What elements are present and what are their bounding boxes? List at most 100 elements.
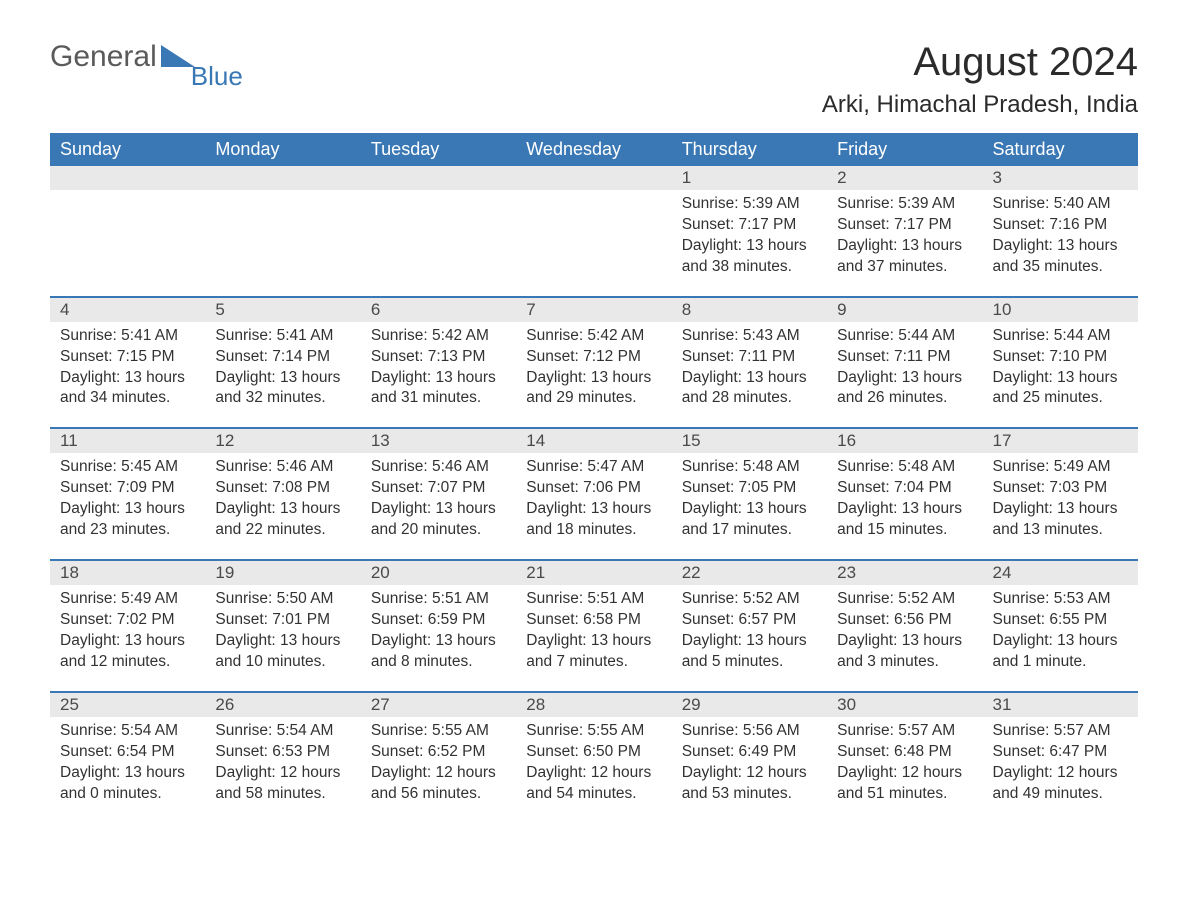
day-number: 17 — [983, 429, 1138, 453]
calendar-day-cell: 18Sunrise: 5:49 AMSunset: 7:02 PMDayligh… — [50, 560, 205, 692]
sunrise-line: Sunrise: 5:57 AM — [837, 721, 972, 742]
flag-icon — [161, 45, 195, 72]
day-content: Sunrise: 5:46 AMSunset: 7:07 PMDaylight:… — [361, 453, 516, 559]
sunset-line: Sunset: 7:17 PM — [837, 215, 972, 236]
daylight-line: Daylight: 13 hours and 7 minutes. — [526, 631, 661, 673]
day-content: Sunrise: 5:52 AMSunset: 6:57 PMDaylight:… — [672, 585, 827, 691]
day-number: 30 — [827, 693, 982, 717]
sunset-line: Sunset: 7:06 PM — [526, 478, 661, 499]
daylight-line: Daylight: 13 hours and 8 minutes. — [371, 631, 506, 673]
daylight-line: Daylight: 13 hours and 25 minutes. — [993, 368, 1128, 410]
day-number: 15 — [672, 429, 827, 453]
weekday-header: Sunday — [50, 133, 205, 166]
day-content — [361, 190, 516, 212]
calendar-week-row: 25Sunrise: 5:54 AMSunset: 6:54 PMDayligh… — [50, 692, 1138, 823]
calendar-day-cell: 6Sunrise: 5:42 AMSunset: 7:13 PMDaylight… — [361, 297, 516, 429]
weekday-header: Tuesday — [361, 133, 516, 166]
sunrise-line: Sunrise: 5:40 AM — [993, 194, 1128, 215]
day-number: 27 — [361, 693, 516, 717]
calendar-day-cell: 24Sunrise: 5:53 AMSunset: 6:55 PMDayligh… — [983, 560, 1138, 692]
calendar-body: 1Sunrise: 5:39 AMSunset: 7:17 PMDaylight… — [50, 166, 1138, 822]
day-content: Sunrise: 5:49 AMSunset: 7:03 PMDaylight:… — [983, 453, 1138, 559]
calendar-day-cell: 15Sunrise: 5:48 AMSunset: 7:05 PMDayligh… — [672, 428, 827, 560]
day-content: Sunrise: 5:52 AMSunset: 6:56 PMDaylight:… — [827, 585, 982, 691]
sunrise-line: Sunrise: 5:49 AM — [60, 589, 195, 610]
daylight-line: Daylight: 13 hours and 31 minutes. — [371, 368, 506, 410]
day-number: 21 — [516, 561, 671, 585]
day-number: 9 — [827, 298, 982, 322]
sunrise-line: Sunrise: 5:49 AM — [993, 457, 1128, 478]
daylight-line: Daylight: 13 hours and 32 minutes. — [215, 368, 350, 410]
calendar-day-cell — [50, 166, 205, 297]
calendar-day-cell: 9Sunrise: 5:44 AMSunset: 7:11 PMDaylight… — [827, 297, 982, 429]
calendar-day-cell: 29Sunrise: 5:56 AMSunset: 6:49 PMDayligh… — [672, 692, 827, 823]
calendar-day-cell: 30 Sunrise: 5:57 AMSunset: 6:48 PMDayligh… — [827, 692, 982, 823]
daylight-line: Daylight: 13 hours and 29 minutes. — [526, 368, 661, 410]
sunrise-line: Sunrise: 5:53 AM — [993, 589, 1128, 610]
day-content: Sunrise: 5:51 AMSunset: 6:59 PMDaylight:… — [361, 585, 516, 691]
day-number: 14 — [516, 429, 671, 453]
day-number: 25 — [50, 693, 205, 717]
day-number: 22 — [672, 561, 827, 585]
calendar-day-cell: 11Sunrise: 5:45 AMSunset: 7:09 PMDayligh… — [50, 428, 205, 560]
day-number: 19 — [205, 561, 360, 585]
sunset-line: Sunset: 6:56 PM — [837, 610, 972, 631]
day-number — [361, 166, 516, 190]
sunrise-line: Sunrise: 5:44 AM — [993, 326, 1128, 347]
daylight-line: Daylight: 13 hours and 18 minutes. — [526, 499, 661, 541]
day-content: Sunrise: 5:55 AMSunset: 6:52 PMDaylight:… — [361, 717, 516, 823]
day-number: 31 — [983, 693, 1138, 717]
daylight-line: Daylight: 12 hours and 51 minutes. — [837, 763, 972, 805]
calendar-day-cell: 7Sunrise: 5:42 AMSunset: 7:12 PMDaylight… — [516, 297, 671, 429]
daylight-line: Daylight: 13 hours and 3 minutes. — [837, 631, 972, 673]
sunrise-line: Sunrise: 5:55 AM — [371, 721, 506, 742]
day-content: Sunrise: 5:41 AMSunset: 7:15 PMDaylight:… — [50, 322, 205, 428]
sunset-line: Sunset: 7:07 PM — [371, 478, 506, 499]
day-number: 6 — [361, 298, 516, 322]
day-number: 3 — [983, 166, 1138, 190]
day-content: Sunrise: 5:56 AMSunset: 6:49 PMDaylight:… — [672, 717, 827, 823]
daylight-line: Daylight: 13 hours and 15 minutes. — [837, 499, 972, 541]
daylight-line: Daylight: 13 hours and 38 minutes. — [682, 236, 817, 278]
calendar-day-cell: 3Sunrise: 5:40 AMSunset: 7:16 PMDaylight… — [983, 166, 1138, 297]
daylight-line: Daylight: 13 hours and 0 minutes. — [60, 763, 195, 805]
sunset-line: Sunset: 7:11 PM — [837, 347, 972, 368]
day-number: 1 — [672, 166, 827, 190]
sunset-line: Sunset: 7:15 PM — [60, 347, 195, 368]
calendar-day-cell — [361, 166, 516, 297]
sunrise-line: Sunrise: 5:41 AM — [215, 326, 350, 347]
sunrise-line: Sunrise: 5:50 AM — [215, 589, 350, 610]
day-content: Sunrise: 5:48 AMSunset: 7:05 PMDaylight:… — [672, 453, 827, 559]
sunset-line: Sunset: 6:47 PM — [993, 742, 1128, 763]
brand-part1: General — [50, 40, 157, 74]
sunrise-line: Sunrise: 5:54 AM — [60, 721, 195, 742]
day-content — [516, 190, 671, 212]
day-content: Sunrise: 5:51 AMSunset: 6:58 PMDaylight:… — [516, 585, 671, 691]
title-block: August 2024 Arki, Himachal Pradesh, Indi… — [822, 40, 1138, 119]
day-number: 13 — [361, 429, 516, 453]
sunset-line: Sunset: 6:55 PM — [993, 610, 1128, 631]
day-number — [205, 166, 360, 190]
day-content: Sunrise: 5:47 AMSunset: 7:06 PMDaylight:… — [516, 453, 671, 559]
brand-part2: Blue — [191, 61, 243, 92]
sunrise-line: Sunrise: 5:42 AM — [526, 326, 661, 347]
calendar-day-cell: 14Sunrise: 5:47 AMSunset: 7:06 PMDayligh… — [516, 428, 671, 560]
calendar-day-cell: 23Sunrise: 5:52 AMSunset: 6:56 PMDayligh… — [827, 560, 982, 692]
sunrise-line: Sunrise: 5:44 AM — [837, 326, 972, 347]
day-number: 12 — [205, 429, 360, 453]
daylight-line: Daylight: 13 hours and 1 minute. — [993, 631, 1128, 673]
brand-logo: General Blue — [50, 40, 247, 74]
sunrise-line: Sunrise: 5:45 AM — [60, 457, 195, 478]
day-number: 28 — [516, 693, 671, 717]
sunrise-line: Sunrise: 5:51 AM — [371, 589, 506, 610]
day-content: Sunrise: 5:55 AMSunset: 6:50 PMDaylight:… — [516, 717, 671, 823]
sunrise-line: Sunrise: 5:48 AM — [682, 457, 817, 478]
sunrise-line: Sunrise: 5:39 AM — [837, 194, 972, 215]
daylight-line: Daylight: 13 hours and 28 minutes. — [682, 368, 817, 410]
daylight-line: Daylight: 13 hours and 37 minutes. — [837, 236, 972, 278]
sunset-line: Sunset: 6:50 PM — [526, 742, 661, 763]
sunrise-line: Sunrise: 5:46 AM — [371, 457, 506, 478]
sunrise-line: Sunrise: 5:46 AM — [215, 457, 350, 478]
sunset-line: Sunset: 6:48 PM — [837, 742, 972, 763]
daylight-line: Daylight: 12 hours and 58 minutes. — [215, 763, 350, 805]
